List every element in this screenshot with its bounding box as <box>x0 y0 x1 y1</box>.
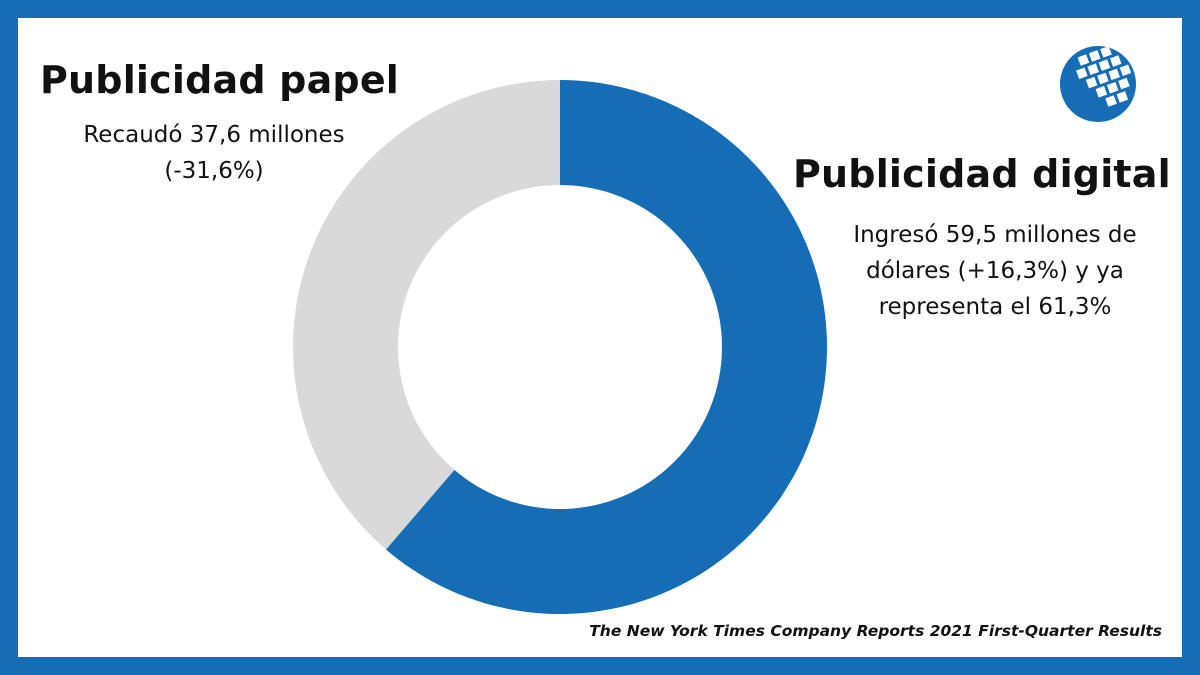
digital-ad-line-2: dólares (+16,3%) y ya <box>866 258 1124 284</box>
print-ad-line-2: (-31,6%) <box>164 158 264 184</box>
print-ad-line-1: Recaudó 37,6 millones <box>83 122 345 148</box>
digital-ad-line-1: Ingresó 59,5 millones de <box>853 222 1137 248</box>
digital-ad-title: Publicidad digital <box>793 152 1171 196</box>
donut-hole <box>398 185 722 509</box>
chart-canvas: Publicidad papel Recaudó 37,6 millones (… <box>18 18 1182 657</box>
print-ad-title: Publicidad papel <box>40 58 400 102</box>
source-caption: The New York Times Company Reports 2021 … <box>589 622 1162 640</box>
donut-chart <box>293 80 828 614</box>
print-ad-description: Recaudó 37,6 millones (-31,6%) <box>44 117 384 189</box>
digital-ad-description: Ingresó 59,5 millones de dólares (+16,3%… <box>816 217 1174 325</box>
globe-grid-logo-icon <box>1060 46 1136 122</box>
digital-ad-line-3: representa el 61,3% <box>878 294 1112 320</box>
